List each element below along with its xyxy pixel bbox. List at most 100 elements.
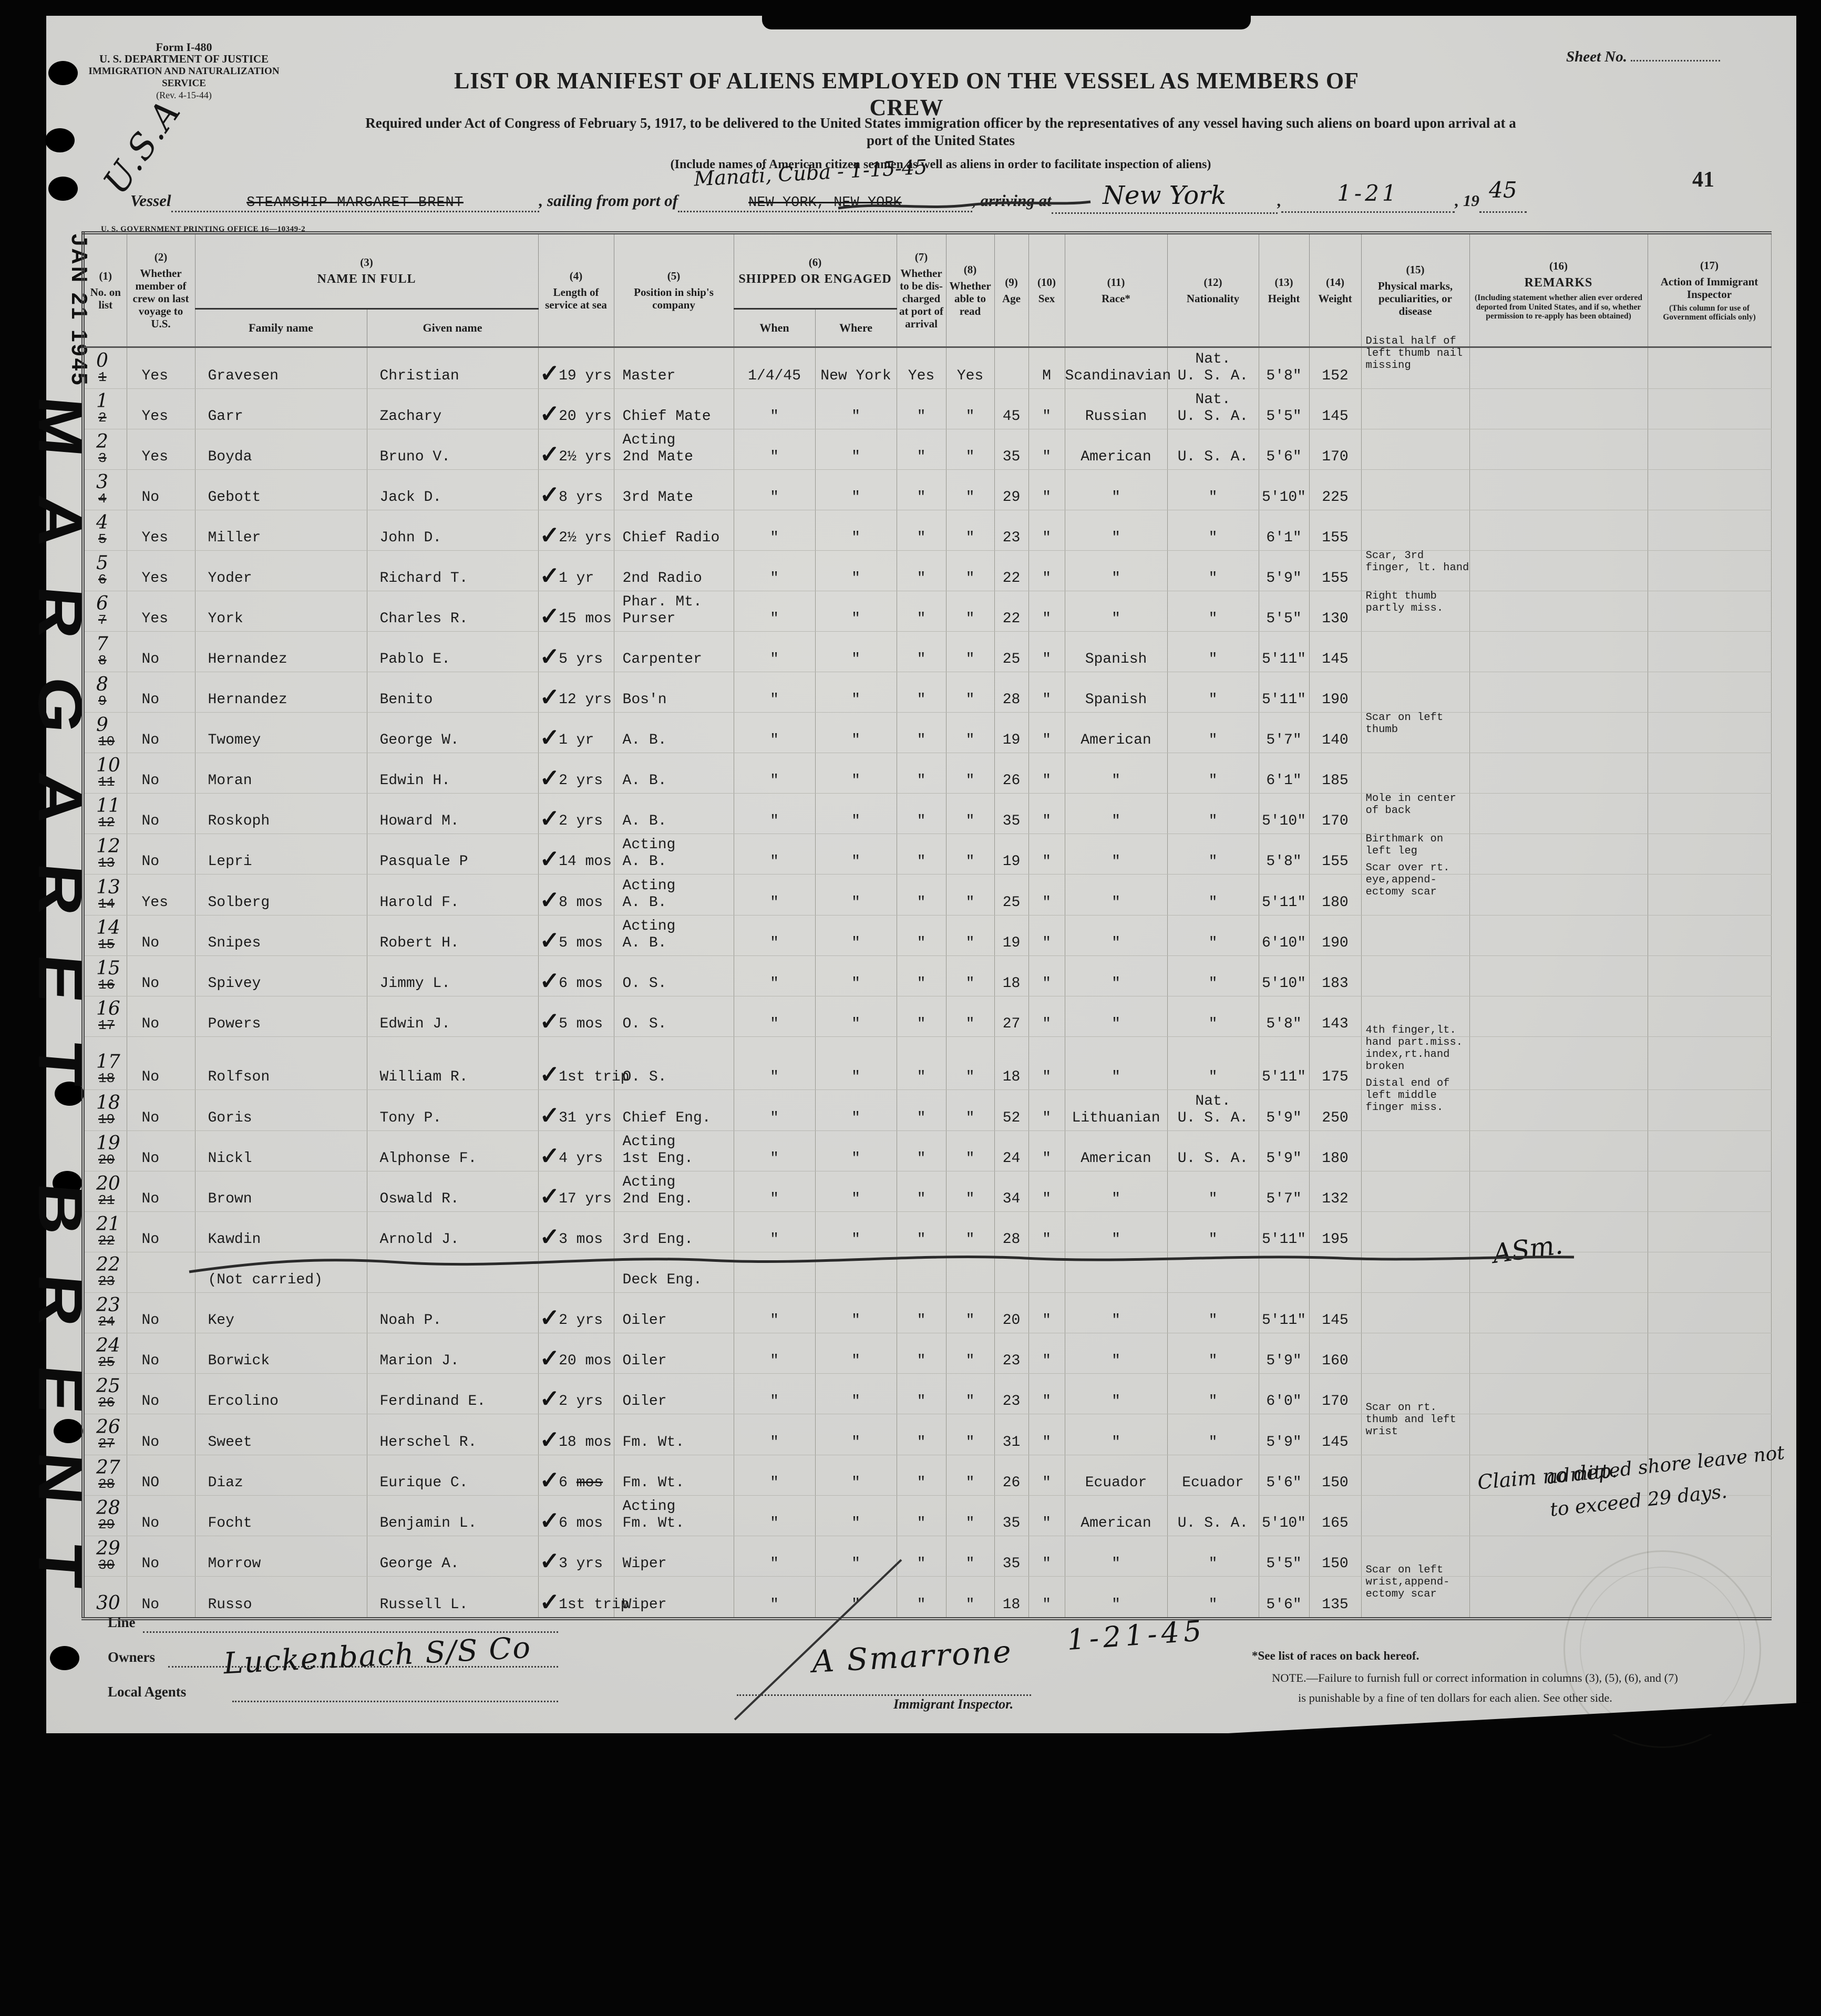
cell-age: 23 bbox=[994, 510, 1029, 551]
cell-shipped-where: " bbox=[815, 1576, 897, 1620]
crew-row: 7 8 No Hernandez Pablo E. ✓5 yrs Carpent… bbox=[83, 631, 1772, 672]
cell-remarks bbox=[1469, 1211, 1648, 1252]
cell-given-name: Ferdinand E. bbox=[367, 1373, 539, 1414]
cell-shipped-where: " bbox=[815, 1455, 897, 1496]
cell-race: " bbox=[1065, 996, 1168, 1037]
cell-height: 5'9" bbox=[1259, 550, 1310, 591]
cell-shipped-when: " bbox=[734, 591, 816, 632]
cell-family-name: Brown bbox=[195, 1171, 367, 1212]
renumbered-list-number: 8 bbox=[96, 674, 108, 695]
cell-family-name: Sweet bbox=[195, 1414, 367, 1455]
crew-row: 30 No Russo Russell L. ✓1st trip Wiper "… bbox=[83, 1564, 1772, 1620]
cell-given-name: Christian bbox=[367, 347, 539, 389]
cell-position: Master bbox=[614, 347, 734, 389]
cell-height: 5'6" bbox=[1259, 1576, 1310, 1620]
cell-shipped-when: " bbox=[734, 753, 816, 794]
cell-discharged: Yes bbox=[897, 347, 946, 389]
cell-discharged: " bbox=[897, 1455, 946, 1496]
cell-shipped-where: " bbox=[815, 1171, 897, 1212]
cell-position: Acting 1st Eng. bbox=[614, 1130, 734, 1171]
subcol-family-name: Family name bbox=[195, 308, 367, 348]
checkmark: ✓ bbox=[539, 1506, 560, 1535]
crew-row: 16 17 No Powers Edwin J. ✓5 mos O. S. " … bbox=[83, 996, 1772, 1037]
cell-family-name: Boyda bbox=[195, 429, 367, 470]
crew-row: 25 26 No Ercolino Ferdinand E. ✓2 yrs Oi… bbox=[83, 1373, 1772, 1414]
cell-given-name: Robert H. bbox=[367, 915, 539, 956]
cell-race: American bbox=[1065, 1130, 1168, 1171]
cell-able-to-read: " bbox=[946, 874, 995, 916]
crew-row: 28 29 No Focht Benjamin L. ✓6 mos Acting… bbox=[83, 1495, 1772, 1536]
cell-shipped-where bbox=[815, 1252, 897, 1293]
cell-height: 6'10" bbox=[1259, 915, 1310, 956]
cell-able-to-read: " bbox=[946, 1576, 995, 1620]
cell-height: 5'8" bbox=[1259, 834, 1310, 875]
cell-physical-marks bbox=[1361, 955, 1470, 996]
checkmark: ✓ bbox=[539, 521, 560, 549]
col-sex: (10) Sex bbox=[1028, 233, 1065, 348]
cell-sex: " bbox=[1028, 753, 1065, 794]
cell-member-last-voyage: No bbox=[127, 1536, 196, 1577]
cell-length-of-service: ✓6 mos bbox=[538, 955, 614, 996]
cell-able-to-read: " bbox=[946, 469, 995, 510]
renumbered-list-number: 20 bbox=[96, 1173, 120, 1195]
cell-length-of-service: ✓2 yrs bbox=[538, 1373, 614, 1414]
cell-length-of-service: ✓3 mos bbox=[538, 1211, 614, 1252]
cell-nationality: " bbox=[1167, 955, 1259, 996]
cell-weight: 155 bbox=[1309, 550, 1362, 591]
cell-race: " bbox=[1065, 1211, 1168, 1252]
renumbered-list-number: 6 bbox=[96, 593, 108, 614]
cell-list-number: 29 30 bbox=[83, 1536, 127, 1577]
cell-height: 5'7" bbox=[1259, 712, 1310, 753]
cell-weight: 180 bbox=[1309, 874, 1362, 916]
cell-list-number: 4 5 bbox=[83, 510, 127, 551]
cell-able-to-read: " bbox=[946, 1373, 995, 1414]
cell-age: 31 bbox=[994, 1414, 1029, 1455]
cell-weight: 170 bbox=[1309, 429, 1362, 470]
checkmark: ✓ bbox=[539, 399, 560, 428]
struck-typed-number: 26 bbox=[98, 1395, 115, 1411]
col-height: (13) Height bbox=[1259, 233, 1310, 348]
struck-typed-number: 4 bbox=[98, 491, 107, 507]
cell-sex: " bbox=[1028, 388, 1065, 429]
cell-able-to-read: " bbox=[946, 1536, 995, 1577]
renumbered-list-number: 10 bbox=[96, 755, 120, 776]
cell-given-name: Pablo E. bbox=[367, 631, 539, 672]
cell-weight: 170 bbox=[1309, 1373, 1362, 1414]
cell-able-to-read: " bbox=[946, 631, 995, 672]
cell-nationality: " bbox=[1167, 672, 1259, 713]
cell-physical-marks bbox=[1361, 672, 1470, 713]
cell-position: O. S. bbox=[614, 955, 734, 996]
renumbered-list-number: 3 bbox=[96, 471, 108, 493]
cell-list-number: 9 10 bbox=[83, 712, 127, 753]
cell-given-name: Richard T. bbox=[367, 550, 539, 591]
cell-inspector-action bbox=[1648, 1455, 1772, 1496]
cell-age: 52 bbox=[994, 1089, 1029, 1131]
cell-family-name: Miller bbox=[195, 510, 367, 551]
renumbered-list-number: 27 bbox=[96, 1457, 120, 1478]
cell-discharged: " bbox=[897, 793, 946, 834]
cell-sex: " bbox=[1028, 591, 1065, 632]
cell-discharged: " bbox=[897, 955, 946, 996]
cell-length-of-service: ✓2½ yrs bbox=[538, 510, 614, 551]
cell-race: Lithuanian bbox=[1065, 1089, 1168, 1131]
cell-discharged: " bbox=[897, 510, 946, 551]
cell-shipped-when: " bbox=[734, 388, 816, 429]
inspector-label: Immigrant Inspector. bbox=[893, 1696, 1014, 1712]
renumbered-list-number: 23 bbox=[96, 1294, 120, 1316]
signature-line bbox=[737, 1693, 1031, 1696]
cell-physical-marks bbox=[1361, 1333, 1470, 1374]
cell-length-of-service: ✓20 yrs bbox=[538, 388, 614, 429]
cell-height: 5'7" bbox=[1259, 1171, 1310, 1212]
cell-discharged: " bbox=[897, 1576, 946, 1620]
races-footnote: *See list of races on back hereof. bbox=[1252, 1649, 1419, 1662]
cell-remarks bbox=[1469, 793, 1648, 834]
cell-given-name: Howard M. bbox=[367, 793, 539, 834]
cell-member-last-voyage: No bbox=[127, 672, 196, 713]
cell-given-name: Arnold J. bbox=[367, 1211, 539, 1252]
cell-inspector-action bbox=[1648, 1333, 1772, 1374]
cell-race: " bbox=[1065, 955, 1168, 996]
renumbered-list-number: 0 bbox=[96, 350, 108, 372]
checkmark: ✓ bbox=[539, 1344, 560, 1372]
cell-shipped-when: " bbox=[734, 469, 816, 510]
renumbered-list-number: 15 bbox=[96, 958, 120, 979]
